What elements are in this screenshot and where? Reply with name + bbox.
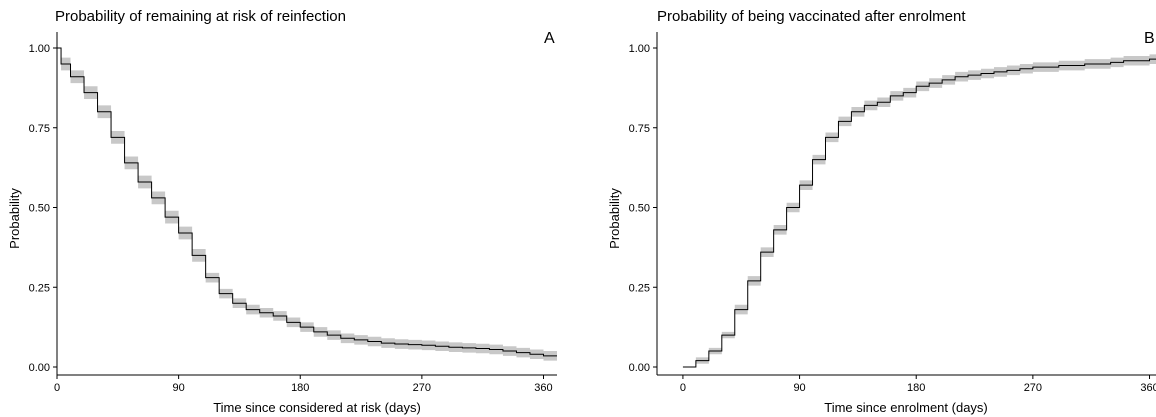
y-tick-label: 0.00	[29, 362, 50, 374]
y-axis-title: Probability	[7, 188, 22, 249]
survival-step-line	[57, 47, 557, 357]
y-axis-title: Probability	[607, 188, 622, 249]
chart-title: Probability of remaining at risk of rein…	[55, 8, 346, 25]
x-tick-label: 90	[172, 382, 184, 394]
y-tick-label: 0.00	[629, 362, 650, 374]
confidence-band	[682, 54, 1156, 367]
x-tick-label: 360	[1140, 382, 1156, 394]
x-tick-label: 0	[54, 382, 60, 394]
x-axis-title: Time since enrolment (days)	[824, 400, 988, 415]
panel-label: A	[544, 30, 555, 47]
panel-label: B	[1144, 30, 1155, 47]
y-tick-label: 0.75	[29, 123, 50, 135]
y-tick-label: 0.75	[629, 123, 650, 135]
x-tick-label: 270	[1024, 382, 1042, 394]
survival-step-line	[682, 58, 1156, 368]
chart-title: Probability of being vaccinated after en…	[657, 8, 966, 25]
x-tick-label: 0	[680, 382, 686, 394]
y-tick-label: 1.00	[29, 43, 50, 55]
chart-panel-b: Probability of being vaccinated after en…	[578, 0, 1156, 417]
chart-panel-a: Probability of remaining at risk of rein…	[7, 8, 557, 415]
y-tick-label: 0.50	[629, 203, 650, 215]
y-tick-label: 0.50	[29, 203, 50, 215]
plot-area: 0.00 0.25 0.50 0.75 1.00 0 90 180 270 360 Time sin…	[607, 32, 1156, 415]
x-tick-label: 180	[907, 382, 925, 394]
confidence-band	[57, 48, 557, 361]
plot-area: 0.00 0.25 0.50 0.75 1.00 0 90 180 270 360 Time sin…	[7, 32, 557, 415]
x-tick-label: 270	[413, 382, 431, 394]
x-tick-label: 360	[534, 382, 552, 394]
x-tick-label: 180	[291, 382, 309, 394]
x-tick-label: 90	[793, 382, 805, 394]
x-axis-title: Time since considered at risk (days)	[213, 400, 421, 415]
y-tick-label: 1.00	[629, 43, 650, 55]
y-tick-label: 0.25	[629, 282, 650, 294]
y-tick-label: 0.25	[29, 282, 50, 294]
